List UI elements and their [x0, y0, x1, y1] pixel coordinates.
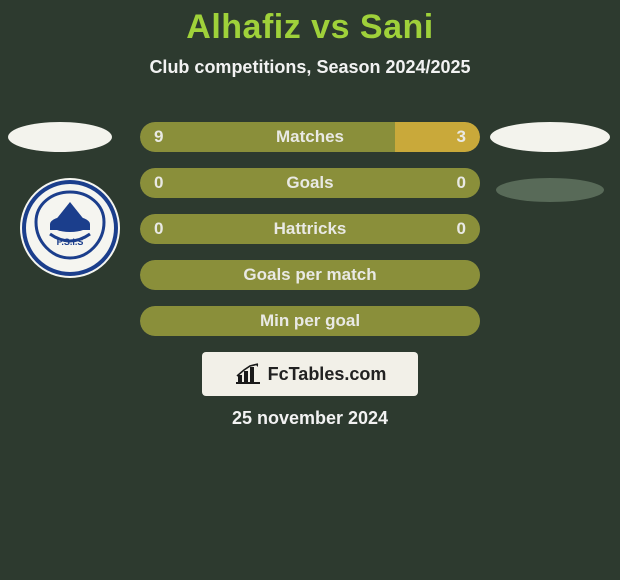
stats-container: 9 3 Matches 0 0 Goals 0 0 Hattricks Goals per mat…: [140, 122, 480, 352]
stat-label: Min per goal: [260, 311, 360, 331]
stat-label: Matches: [276, 127, 344, 147]
comparison-card: Alhafiz vs Sani Club competitions, Seaso…: [0, 0, 620, 580]
stat-fill-right: [395, 122, 480, 152]
stat-value-right: 0: [457, 219, 466, 239]
stat-value-right: 0: [457, 173, 466, 193]
brand-text: FcTables.com: [268, 364, 387, 385]
left-player-pill: [8, 122, 112, 152]
subtitle: Club competitions, Season 2024/2025: [0, 57, 620, 78]
club-crest-icon: P.S.I.S: [20, 178, 120, 278]
stat-value-right: 3: [457, 127, 466, 147]
stat-label: Goals per match: [243, 265, 376, 285]
stat-row: Goals per match: [140, 260, 480, 290]
stat-label: Hattricks: [274, 219, 347, 239]
stat-row: 0 0 Goals: [140, 168, 480, 198]
date-text: 25 november 2024: [0, 408, 620, 429]
right-player-pill-shadow: [496, 178, 604, 202]
bar-chart-icon: [234, 363, 262, 385]
stat-row: 0 0 Hattricks: [140, 214, 480, 244]
stat-value-left: 9: [154, 127, 163, 147]
brand-badge[interactable]: FcTables.com: [202, 352, 418, 396]
page-title: Alhafiz vs Sani: [0, 0, 620, 47]
svg-text:P.S.I.S: P.S.I.S: [57, 237, 84, 247]
stat-fill-left: [140, 122, 395, 152]
stat-value-left: 0: [154, 173, 163, 193]
stat-value-left: 0: [154, 219, 163, 239]
stat-row: Min per goal: [140, 306, 480, 336]
right-player-pill: [490, 122, 610, 152]
stat-label: Goals: [286, 173, 333, 193]
stat-row: 9 3 Matches: [140, 122, 480, 152]
club-logo: P.S.I.S: [20, 178, 120, 278]
